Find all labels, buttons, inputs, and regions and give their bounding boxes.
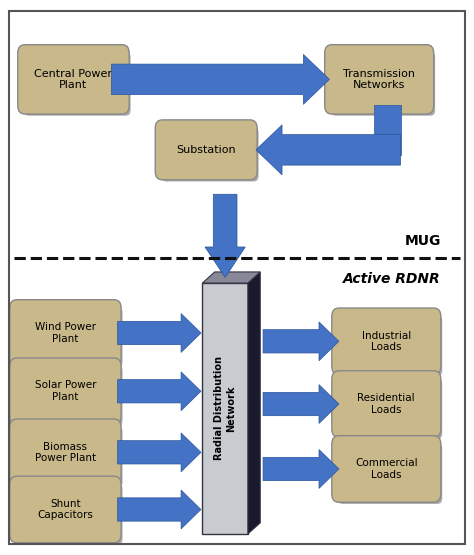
FancyBboxPatch shape bbox=[332, 308, 441, 375]
FancyBboxPatch shape bbox=[338, 443, 442, 504]
Text: Active RDNR: Active RDNR bbox=[343, 272, 441, 286]
FancyBboxPatch shape bbox=[10, 419, 121, 486]
Polygon shape bbox=[248, 272, 260, 534]
Text: Transmission
Networks: Transmission Networks bbox=[343, 69, 415, 90]
FancyBboxPatch shape bbox=[24, 52, 130, 116]
FancyBboxPatch shape bbox=[155, 120, 257, 180]
FancyBboxPatch shape bbox=[332, 436, 441, 502]
Polygon shape bbox=[118, 314, 201, 352]
Text: Solar Power
Plant: Solar Power Plant bbox=[35, 381, 96, 402]
Polygon shape bbox=[263, 322, 339, 361]
FancyBboxPatch shape bbox=[338, 378, 442, 439]
FancyBboxPatch shape bbox=[332, 371, 441, 437]
Text: Shunt
Capacitors: Shunt Capacitors bbox=[37, 499, 93, 520]
FancyBboxPatch shape bbox=[16, 426, 122, 487]
Polygon shape bbox=[263, 450, 339, 488]
Polygon shape bbox=[374, 105, 401, 155]
Text: Substation: Substation bbox=[176, 145, 236, 155]
FancyBboxPatch shape bbox=[338, 315, 442, 376]
Text: MUG: MUG bbox=[404, 234, 441, 249]
FancyBboxPatch shape bbox=[18, 45, 129, 114]
Text: Radial Distribution
Network: Radial Distribution Network bbox=[214, 356, 236, 461]
Polygon shape bbox=[202, 272, 260, 283]
FancyBboxPatch shape bbox=[325, 45, 434, 114]
FancyBboxPatch shape bbox=[10, 358, 121, 425]
Polygon shape bbox=[205, 194, 246, 278]
Polygon shape bbox=[118, 433, 201, 472]
Text: Wind Power
Plant: Wind Power Plant bbox=[35, 322, 96, 344]
Polygon shape bbox=[263, 385, 339, 423]
Text: Residential
Loads: Residential Loads bbox=[357, 393, 415, 415]
Polygon shape bbox=[111, 54, 329, 104]
Text: Commercial
Loads: Commercial Loads bbox=[355, 458, 418, 480]
FancyBboxPatch shape bbox=[16, 483, 122, 544]
FancyBboxPatch shape bbox=[16, 307, 122, 368]
Polygon shape bbox=[202, 283, 248, 534]
Polygon shape bbox=[118, 490, 201, 529]
Polygon shape bbox=[256, 125, 401, 175]
Text: Industrial
Loads: Industrial Loads bbox=[362, 331, 411, 352]
FancyBboxPatch shape bbox=[10, 476, 121, 543]
FancyBboxPatch shape bbox=[16, 365, 122, 426]
FancyBboxPatch shape bbox=[10, 300, 121, 366]
Polygon shape bbox=[118, 372, 201, 411]
FancyBboxPatch shape bbox=[161, 127, 259, 181]
FancyBboxPatch shape bbox=[331, 52, 435, 116]
Text: Central Power
Plant: Central Power Plant bbox=[35, 69, 112, 90]
Text: Biomass
Power Plant: Biomass Power Plant bbox=[35, 442, 96, 463]
